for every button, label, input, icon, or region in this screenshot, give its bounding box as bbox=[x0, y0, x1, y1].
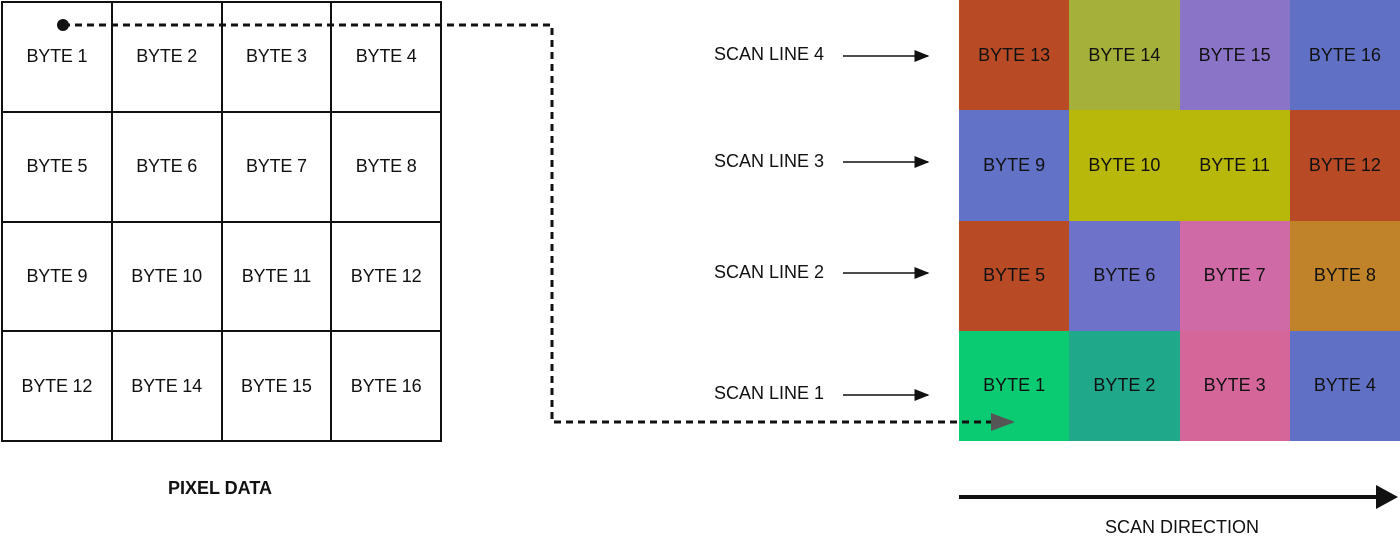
scan-grid: BYTE 13 BYTE 14 BYTE 15 BYTE 16 BYTE 9 BYTE 1… bbox=[959, 0, 1400, 441]
pixel-cell: BYTE 4 bbox=[331, 2, 441, 112]
pixel-cell: BYTE 9 bbox=[2, 221, 112, 332]
scan-cell: BYTE 16 bbox=[1289, 0, 1400, 111]
pixel-cell: BYTE 2 bbox=[111, 2, 222, 112]
scan-cell: BYTE 14 bbox=[1069, 0, 1180, 111]
scan-cell: BYTE 11 bbox=[1179, 110, 1290, 221]
pixel-cell: BYTE 5 bbox=[2, 111, 112, 222]
pixel-data-title: PIXEL DATA bbox=[167, 478, 272, 498]
pixel-data-grid: BYTE 1 BYTE 2 BYTE 3 BYTE 4 BYTE 5 BYTE 6 BYTE… bbox=[1, 1, 442, 442]
pixel-cell: BYTE 7 bbox=[221, 111, 332, 222]
scan-cell: BYTE 1 bbox=[959, 330, 1070, 441]
scan-cell: BYTE 7 bbox=[1179, 220, 1290, 331]
scan-cell: BYTE 3 bbox=[1179, 330, 1290, 441]
scan-cell: BYTE 8 bbox=[1289, 220, 1400, 331]
pixel-cell: BYTE 8 bbox=[331, 111, 441, 222]
scan-line-4-label: SCAN LINE 4 bbox=[714, 44, 825, 64]
scan-line-1-label: SCAN LINE 1 bbox=[714, 383, 825, 403]
scan-cell: BYTE 12 bbox=[1289, 110, 1400, 221]
pixel-cell: BYTE 1 bbox=[2, 2, 112, 112]
pixel-cell: BYTE 10 bbox=[111, 221, 222, 332]
pixel-cell: BYTE 16 bbox=[331, 331, 441, 441]
scan-cell: BYTE 10 bbox=[1069, 110, 1180, 221]
scan-direction-label: SCAN DIRECTION bbox=[1105, 517, 1260, 537]
scan-direction-arrowhead-icon bbox=[1376, 485, 1398, 509]
pixel-cell: BYTE 11 bbox=[221, 221, 332, 332]
scan-cell: BYTE 9 bbox=[959, 110, 1070, 221]
pixel-cell: BYTE 14 bbox=[111, 331, 222, 441]
scan-line-3-label: SCAN LINE 3 bbox=[714, 151, 825, 171]
pixel-cell: BYTE 3 bbox=[221, 2, 332, 112]
scan-cell: BYTE 6 bbox=[1069, 220, 1180, 331]
scan-line-2-label: SCAN LINE 2 bbox=[714, 262, 825, 282]
scan-cell: BYTE 13 bbox=[959, 0, 1070, 111]
pixel-cell: BYTE 6 bbox=[111, 111, 222, 222]
scan-cell: BYTE 2 bbox=[1069, 330, 1180, 441]
scan-cell: BYTE 15 bbox=[1179, 0, 1290, 111]
pixel-cell: BYTE 12 bbox=[2, 331, 112, 441]
pixel-cell: BYTE 15 bbox=[221, 331, 332, 441]
scan-cell: BYTE 5 bbox=[959, 220, 1070, 331]
scan-cell: BYTE 4 bbox=[1289, 330, 1400, 441]
pixel-cell: BYTE 12 bbox=[331, 221, 441, 332]
